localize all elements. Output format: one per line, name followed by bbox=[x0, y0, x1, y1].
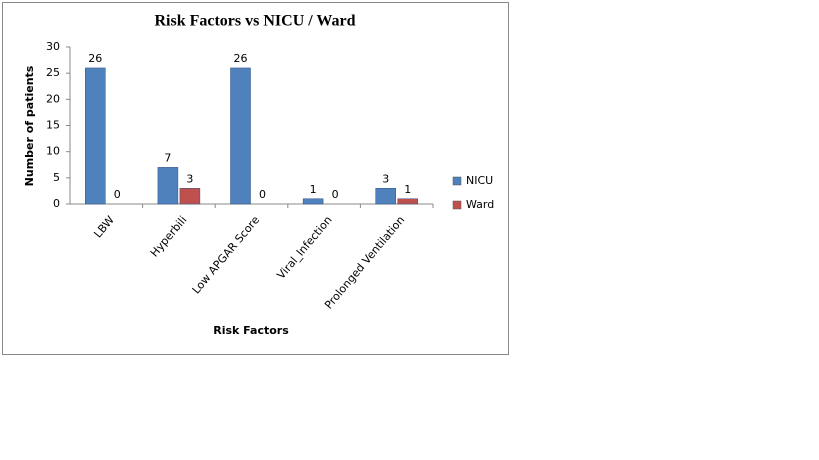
legend-swatch bbox=[452, 176, 462, 186]
value-label: 0 bbox=[259, 188, 266, 201]
legend-swatch bbox=[452, 200, 462, 210]
bar bbox=[157, 167, 179, 205]
y-tick-label: 10 bbox=[46, 145, 60, 158]
value-label: 7 bbox=[164, 151, 171, 164]
value-label: 1 bbox=[404, 183, 411, 196]
value-label: 3 bbox=[382, 172, 389, 185]
value-label: 0 bbox=[332, 188, 339, 201]
y-tick-label: 0 bbox=[53, 197, 60, 210]
legend-label: Ward bbox=[466, 198, 494, 211]
value-label: 26 bbox=[88, 52, 102, 65]
value-label: 26 bbox=[234, 52, 248, 65]
bar bbox=[179, 188, 201, 205]
y-axis-title: Number of patients bbox=[23, 65, 36, 186]
bar bbox=[85, 67, 106, 205]
bar bbox=[302, 198, 324, 205]
y-tick-label: 20 bbox=[46, 92, 60, 105]
value-label: 1 bbox=[310, 183, 317, 196]
chart-title: Risk Factors vs NICU / Ward bbox=[154, 13, 355, 30]
value-label: 3 bbox=[186, 172, 193, 185]
bar bbox=[375, 188, 396, 205]
x-axis-title: Risk Factors bbox=[213, 324, 289, 337]
bar bbox=[230, 67, 251, 205]
bar bbox=[397, 198, 418, 205]
legend-label: NICU bbox=[466, 174, 493, 187]
y-tick-label: 15 bbox=[46, 119, 60, 132]
value-label: 0 bbox=[114, 188, 121, 201]
y-tick-label: 30 bbox=[46, 40, 60, 53]
chart-frame bbox=[2, 2, 509, 355]
y-tick-label: 5 bbox=[53, 171, 60, 184]
y-tick-label: 25 bbox=[46, 66, 60, 79]
